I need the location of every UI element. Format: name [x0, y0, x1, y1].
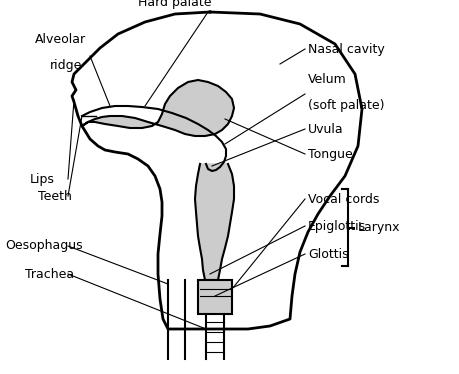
Text: Oesophagus: Oesophagus [5, 239, 83, 252]
Text: (soft palate): (soft palate) [308, 99, 385, 112]
Text: Trachea: Trachea [25, 267, 74, 280]
Text: Epiglottis: Epiglottis [308, 220, 366, 233]
Polygon shape [195, 164, 234, 280]
Text: Teeth: Teeth [38, 190, 72, 202]
Text: Vocal cords: Vocal cords [308, 193, 380, 205]
Text: Larynx: Larynx [358, 221, 401, 234]
Text: Lips: Lips [30, 172, 55, 186]
Text: Hard palate: Hard palate [138, 0, 212, 9]
Text: Velum: Velum [308, 73, 347, 86]
Text: Alveolar: Alveolar [35, 33, 86, 46]
Text: Tongue: Tongue [308, 147, 353, 160]
Text: Uvula: Uvula [308, 123, 344, 135]
Polygon shape [82, 80, 234, 136]
Polygon shape [198, 280, 232, 314]
Text: Glottis: Glottis [308, 248, 349, 261]
Text: Nasal cavity: Nasal cavity [308, 43, 385, 55]
Text: ridge: ridge [50, 59, 82, 72]
